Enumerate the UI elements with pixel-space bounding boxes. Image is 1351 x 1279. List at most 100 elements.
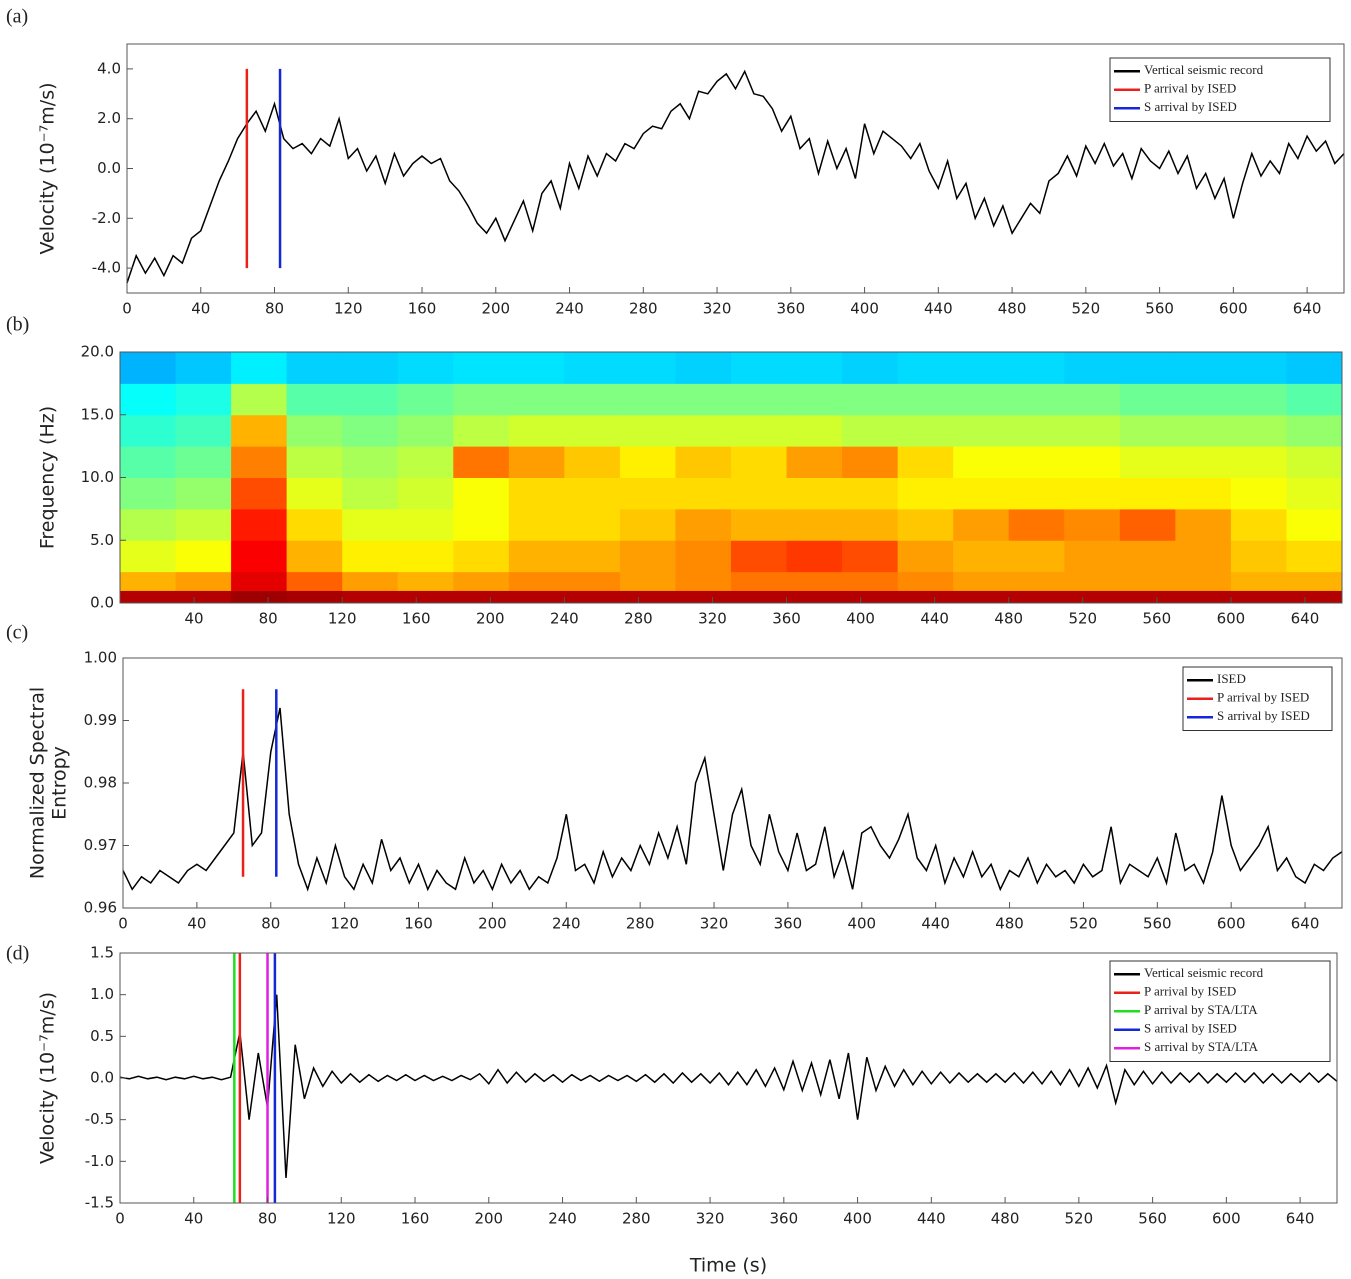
heatmap-cell [1286,477,1343,510]
heatmap-cell [897,590,954,604]
heatmap-cell [1008,508,1065,541]
x-tick-label: 480 [995,915,1024,933]
heatmap-cell [397,352,454,384]
heatmap-cell [231,383,288,416]
heatmap-cell [231,540,288,573]
x-tick-label: 480 [991,1210,1020,1228]
heatmap-cell [786,446,843,478]
x-tick-label: 320 [703,300,732,318]
heatmap-cell [1286,571,1343,591]
heatmap-cell [231,414,288,447]
heatmap-cell [1230,571,1287,591]
x-tick-label: 200 [476,610,505,628]
heatmap-cell [731,477,788,510]
heatmap-cell [120,383,177,416]
heatmap-cell [286,477,343,510]
heatmap-cell [842,477,899,510]
x-tick-label: 520 [1069,915,1098,933]
y-tick-label: 0.0 [90,594,114,612]
heatmap-cell [675,508,732,541]
heatmap-cell [175,477,232,510]
heatmap-cell [953,352,1010,384]
heatmap-cell [564,414,621,447]
heatmap-cell [675,383,732,416]
x-tick-label: 520 [1072,300,1101,318]
heatmap-cell [953,477,1010,510]
x-tick-label: 200 [481,300,510,318]
heatmap-cell [897,352,954,384]
heatmap-cell [120,508,177,541]
heatmap-cell [842,414,899,447]
x-tick-label: 120 [328,610,357,628]
heatmap-cell [1064,414,1121,447]
heatmap-cell [508,414,565,447]
y-tick-label: 2.0 [97,109,121,127]
x-tick-label: 640 [1293,300,1322,318]
heatmap-cell [231,508,288,541]
legend-box [1109,960,1331,1062]
heatmap-cell [731,446,788,478]
heatmap-cell [619,383,676,416]
heatmap-cell [453,571,510,591]
heatmap-cell [453,590,510,604]
heatmap-cell [897,571,954,591]
heatmap-cell [1230,383,1287,416]
x-tick-label: 240 [555,300,584,318]
heatmap-cell [1064,477,1121,510]
x-tick-label: 40 [187,915,206,933]
heatmap-cell [120,590,177,604]
heatmap-cell [619,352,676,384]
y-tick-label: 0.5 [90,1027,114,1045]
x-tick-label: 80 [259,610,278,628]
x-tick-label: 600 [1212,1210,1241,1228]
x-tick-label: 440 [924,300,953,318]
heatmap-cell [897,540,954,573]
heatmap-cell [231,446,288,478]
x-tick-label: 160 [402,610,431,628]
heatmap-cell [1008,383,1065,416]
x-tick-label: 120 [334,300,363,318]
heatmap-cell [1008,352,1065,384]
x-tick-label: 160 [408,300,437,318]
heatmap-cell [1230,352,1287,384]
heatmap-cell [286,352,343,384]
heatmap-cell [564,590,621,604]
heatmap-cell [1064,540,1121,573]
x-tick-label: 80 [261,915,280,933]
heatmap-cell [1064,446,1121,478]
x-tick-label: 280 [626,915,655,933]
heatmap-cell [953,590,1010,604]
y-tick-label: 0.0 [97,159,121,177]
heatmap-cell [231,352,288,384]
x-tick-label: 280 [624,610,653,628]
heatmap-cell [397,590,454,604]
x-tick-label: 0 [118,915,128,933]
heatmap-cell [342,477,399,510]
y-tick-label: 4.0 [97,59,121,77]
heatmap-cell [397,571,454,591]
heatmap-cell [1175,477,1232,510]
heatmap-cell [453,540,510,573]
heatmap-cell [1064,590,1121,604]
heatmap-cell [231,477,288,510]
x-tick-label: 0 [115,1210,125,1228]
heatmap-cell [1064,352,1121,384]
legend-label: P arrival by ISED [1144,984,1236,999]
x-axis-label: Time (s) [689,1255,767,1277]
x-tick-label: 520 [1068,610,1097,628]
heatmap-cell [564,352,621,384]
heatmap-cell [453,414,510,447]
heatmap-cell [508,508,565,541]
y-axis-label: Entropy [49,746,71,820]
x-tick-label: 400 [843,1210,872,1228]
legend-label: Vertical seismic record [1144,62,1264,77]
legend-label: P arrival by ISED [1144,81,1236,96]
heatmap-cell [1175,352,1232,384]
heatmap-cell [1119,383,1176,416]
heatmap-cell [897,446,954,478]
legend-label: P arrival by ISED [1217,690,1309,705]
heatmap-cell [619,540,676,573]
heatmap-cell [1286,508,1343,541]
heatmap-cell [175,383,232,416]
heatmap-cell [1119,352,1176,384]
